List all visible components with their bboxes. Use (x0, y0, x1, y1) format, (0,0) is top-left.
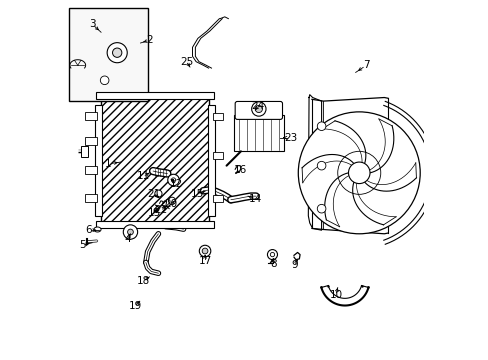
Text: 2: 2 (146, 35, 152, 45)
Circle shape (317, 204, 325, 213)
Text: 3: 3 (89, 19, 95, 29)
Text: 15: 15 (190, 189, 203, 199)
Text: 22: 22 (154, 206, 167, 216)
Text: 19: 19 (128, 301, 142, 311)
Text: 16: 16 (233, 165, 246, 175)
FancyBboxPatch shape (85, 166, 97, 174)
FancyBboxPatch shape (212, 195, 223, 202)
FancyBboxPatch shape (85, 112, 97, 120)
Circle shape (199, 245, 210, 257)
Circle shape (168, 197, 175, 204)
Text: 24: 24 (251, 102, 264, 112)
Circle shape (127, 229, 133, 235)
Text: 6: 6 (85, 225, 92, 235)
Text: 9: 9 (291, 260, 297, 270)
Text: 1: 1 (105, 159, 111, 169)
Text: 23: 23 (283, 133, 296, 143)
Circle shape (317, 122, 325, 131)
FancyBboxPatch shape (85, 194, 97, 202)
Bar (101, 98, 208, 223)
Text: 14: 14 (248, 194, 262, 204)
Bar (94, 105, 102, 216)
Bar (96, 92, 214, 99)
Text: 13: 13 (147, 208, 161, 218)
Text: 25: 25 (180, 57, 193, 67)
Bar (69, 8, 147, 101)
Circle shape (251, 102, 265, 116)
FancyBboxPatch shape (85, 137, 97, 145)
FancyBboxPatch shape (212, 152, 223, 159)
Bar (233, 116, 284, 151)
Ellipse shape (94, 227, 101, 232)
Text: 18: 18 (137, 276, 150, 286)
Circle shape (155, 190, 162, 197)
Text: 8: 8 (269, 259, 276, 269)
Text: 10: 10 (329, 290, 342, 300)
Circle shape (202, 248, 207, 254)
Text: 5: 5 (79, 240, 85, 250)
FancyBboxPatch shape (212, 113, 223, 120)
Bar (81, 146, 88, 157)
Circle shape (171, 178, 175, 182)
Text: 12: 12 (169, 179, 183, 189)
Text: 21: 21 (147, 189, 161, 199)
Circle shape (298, 112, 419, 234)
Text: 11: 11 (137, 171, 150, 181)
Circle shape (100, 76, 109, 85)
Circle shape (123, 225, 137, 239)
Circle shape (112, 48, 122, 57)
Circle shape (317, 161, 325, 170)
Circle shape (348, 162, 369, 184)
Bar (96, 221, 214, 228)
Text: 20: 20 (164, 199, 177, 210)
Circle shape (167, 174, 179, 186)
Circle shape (267, 249, 277, 260)
Circle shape (255, 105, 262, 113)
Bar (207, 105, 215, 216)
Circle shape (107, 42, 127, 63)
Text: 17: 17 (198, 256, 211, 266)
FancyBboxPatch shape (235, 102, 282, 120)
Text: 7: 7 (363, 60, 369, 70)
Text: 4: 4 (124, 234, 131, 244)
Circle shape (270, 252, 274, 257)
